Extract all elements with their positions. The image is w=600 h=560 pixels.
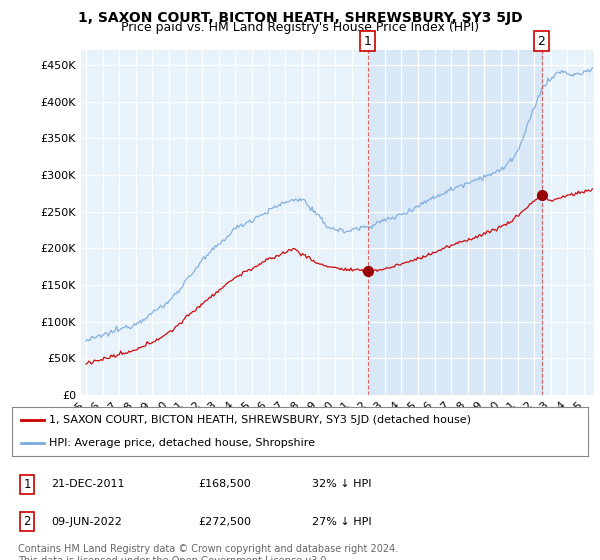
Text: 1: 1	[23, 478, 31, 491]
Text: Contains HM Land Registry data © Crown copyright and database right 2024.
This d: Contains HM Land Registry data © Crown c…	[18, 544, 398, 560]
Text: 27% ↓ HPI: 27% ↓ HPI	[312, 517, 371, 527]
Text: £272,500: £272,500	[198, 517, 251, 527]
Text: 32% ↓ HPI: 32% ↓ HPI	[312, 479, 371, 489]
Text: 1, SAXON COURT, BICTON HEATH, SHREWSBURY, SY3 5JD: 1, SAXON COURT, BICTON HEATH, SHREWSBURY…	[77, 11, 523, 25]
Text: 21-DEC-2011: 21-DEC-2011	[51, 479, 125, 489]
Text: 09-JUN-2022: 09-JUN-2022	[51, 517, 122, 527]
Text: 1, SAXON COURT, BICTON HEATH, SHREWSBURY, SY3 5JD (detached house): 1, SAXON COURT, BICTON HEATH, SHREWSBURY…	[49, 416, 472, 426]
Text: 2: 2	[23, 515, 31, 529]
Text: HPI: Average price, detached house, Shropshire: HPI: Average price, detached house, Shro…	[49, 438, 316, 448]
Text: £168,500: £168,500	[198, 479, 251, 489]
Bar	[368, 50, 542, 395]
Text: 1: 1	[364, 35, 371, 48]
Text: Price paid vs. HM Land Registry's House Price Index (HPI): Price paid vs. HM Land Registry's House …	[121, 21, 479, 34]
Text: 2: 2	[538, 35, 545, 48]
